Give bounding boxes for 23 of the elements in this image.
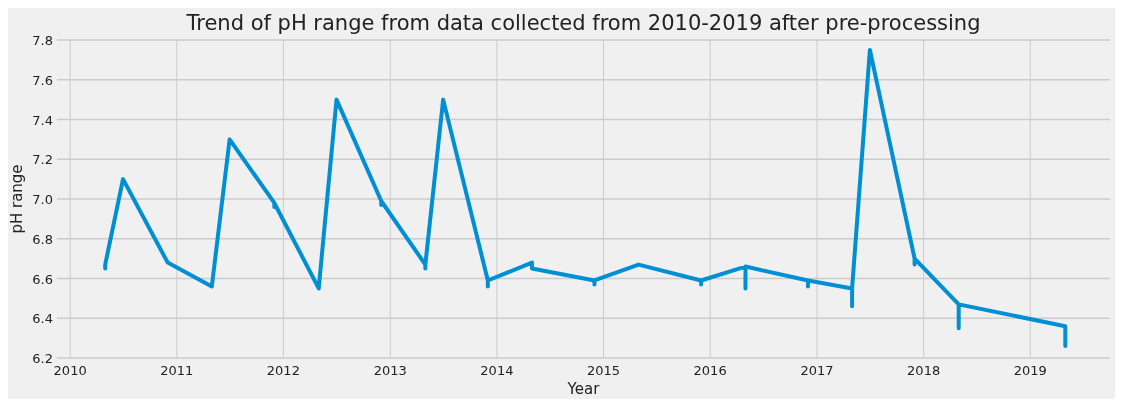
y-tick-label: 6.4 bbox=[32, 311, 53, 327]
y-tick-label: 6.2 bbox=[32, 351, 53, 366]
x-tick-label: 2019 bbox=[1013, 363, 1047, 378]
x-axis-title: Year bbox=[566, 380, 601, 398]
y-tick-label: 7.8 bbox=[32, 33, 53, 48]
y-tick-label: 7.2 bbox=[32, 152, 53, 168]
x-tick-label: 2017 bbox=[800, 363, 834, 378]
x-tick-label: 2015 bbox=[586, 363, 621, 378]
x-tick-label: 2016 bbox=[693, 363, 727, 378]
x-tick-label: 2014 bbox=[480, 363, 514, 378]
y-axis-title: pH range bbox=[8, 164, 26, 234]
x-tick-label: 2011 bbox=[160, 363, 194, 378]
y-tick-label: 7.4 bbox=[32, 112, 53, 128]
x-tick-label: 2010 bbox=[53, 363, 87, 378]
x-tick-label: 2012 bbox=[266, 363, 300, 378]
y-tick-label: 7.6 bbox=[32, 72, 53, 88]
chart-title: Trend of pH range from data collected from 2010-2019 after pre-processing bbox=[185, 11, 981, 35]
x-tick-label: 2013 bbox=[373, 363, 407, 378]
y-tick-label: 6.8 bbox=[32, 231, 53, 247]
y-tick-label: 7.0 bbox=[32, 192, 53, 207]
x-tick-label: 2018 bbox=[907, 363, 941, 378]
line-series bbox=[103, 47, 1068, 349]
y-tick-label: 6.6 bbox=[32, 271, 53, 287]
